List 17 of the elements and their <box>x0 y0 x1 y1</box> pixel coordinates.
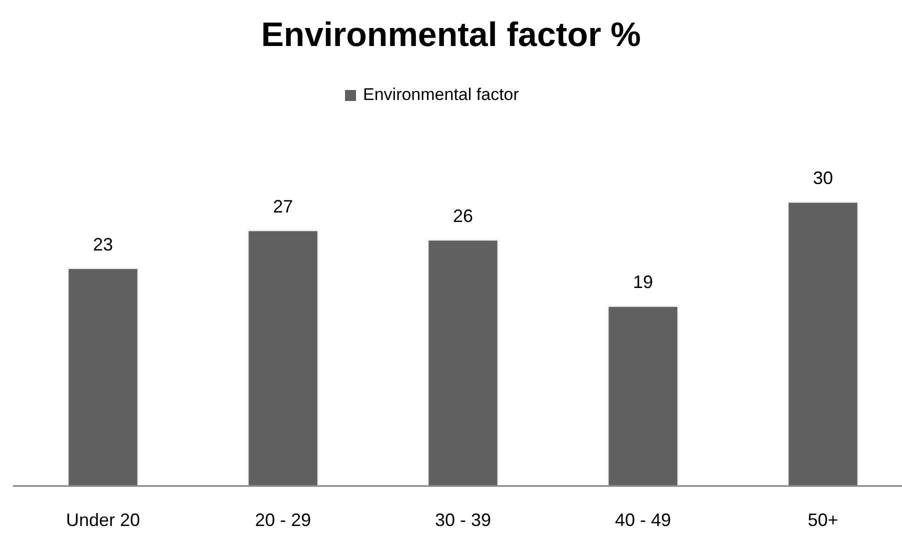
data-label: 19 <box>632 272 654 292</box>
data-label: 23 <box>92 234 114 254</box>
bar <box>787 201 859 487</box>
x-tick-label: 30 - 39 <box>434 510 492 530</box>
x-tick-label: 20 - 29 <box>254 510 312 530</box>
chart-title: Environmental factor % <box>261 16 641 54</box>
x-tick-label: Under 20 <box>66 510 140 530</box>
bar <box>607 305 679 487</box>
bar <box>427 239 499 487</box>
bar <box>67 268 139 487</box>
x-tick-label: 40 - 49 <box>614 510 672 530</box>
data-label: 26 <box>452 206 474 226</box>
bar <box>247 230 319 487</box>
x-tick-label: 50+ <box>808 510 838 530</box>
data-label: 30 <box>812 168 834 188</box>
legend-label: Environmental factor <box>363 85 520 104</box>
data-label: 27 <box>272 196 294 216</box>
